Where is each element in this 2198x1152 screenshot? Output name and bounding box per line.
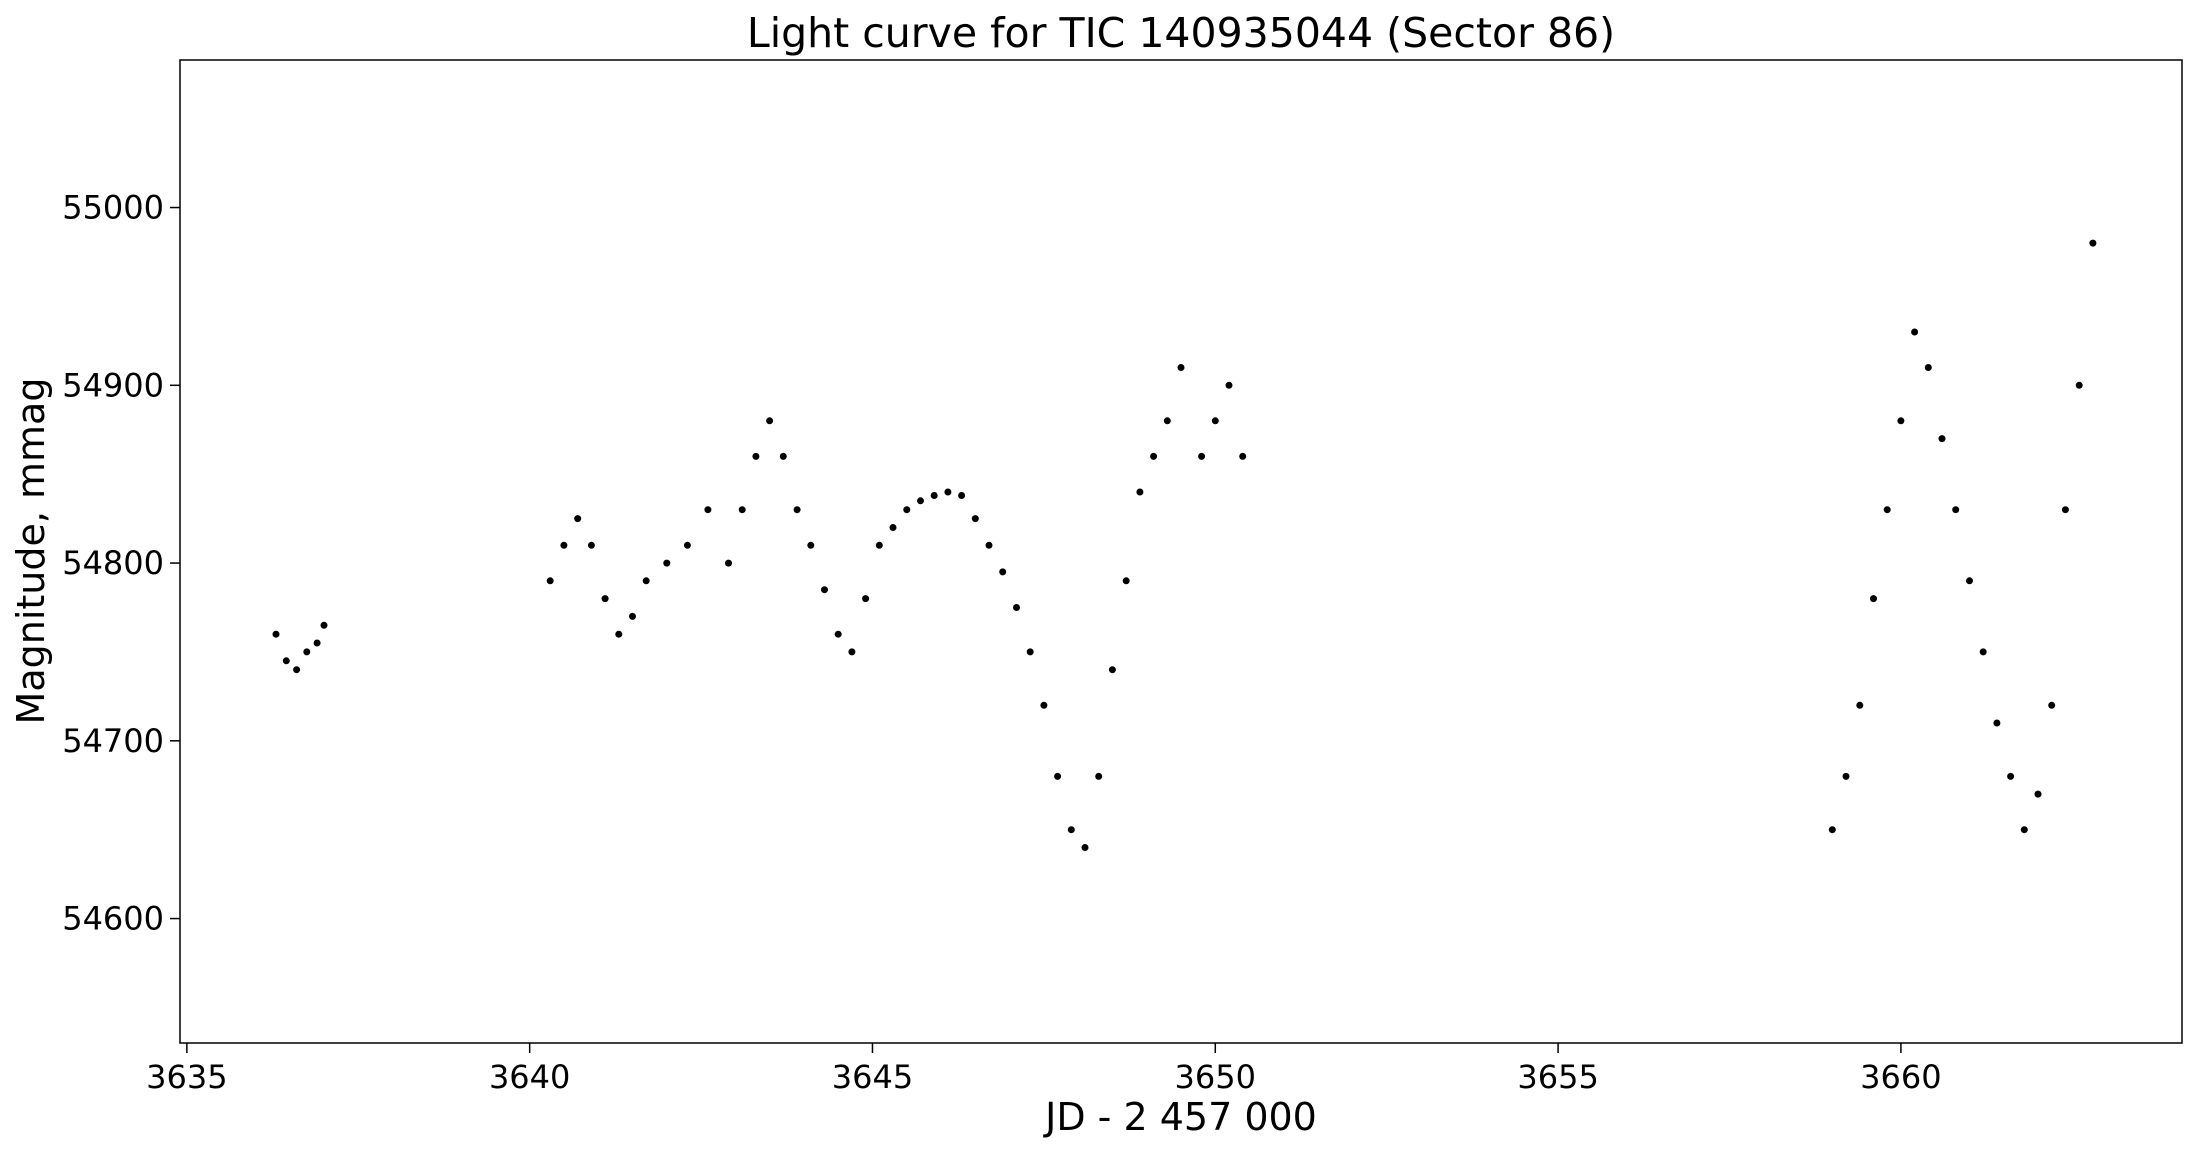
data-point: [1870, 595, 1877, 603]
data-point: [1828, 826, 1836, 834]
data-point: [1856, 701, 1864, 709]
data-point: [574, 515, 582, 523]
x-tick-label: 3635: [146, 1058, 227, 1096]
y-tick-label: 54800: [62, 544, 164, 582]
data-point: [889, 524, 897, 531]
data-point: [601, 595, 609, 603]
plot-area: [179, 59, 2183, 1044]
data-point: [999, 568, 1007, 576]
data-point: [1938, 435, 1946, 443]
data-point: [1067, 826, 1075, 834]
data-point: [629, 612, 636, 620]
data-point: [546, 577, 554, 585]
data-point: [1966, 577, 1973, 585]
data-point: [1911, 328, 1919, 336]
data-point: [971, 515, 979, 523]
data-point: [2075, 381, 2083, 389]
data-point: [1198, 452, 1206, 460]
data-point: [917, 497, 924, 505]
data-point: [704, 506, 712, 514]
data-point: [1225, 381, 1233, 389]
data-point: [1239, 452, 1247, 460]
data-point: [683, 541, 691, 549]
data-point: [1883, 506, 1891, 514]
data-point: [1081, 844, 1089, 851]
data-point: [1095, 772, 1103, 780]
data-point: [1842, 772, 1850, 780]
y-axis: 54600 54700 54800 54900 55000: [62, 189, 180, 938]
data-point: [282, 657, 290, 665]
data-point: [738, 506, 746, 514]
data-point: [1952, 506, 1960, 514]
data-point: [725, 559, 732, 567]
x-tick-label: 3655: [1517, 1058, 1598, 1096]
data-point: [793, 506, 801, 514]
data-point: [2089, 239, 2097, 247]
x-tick-label: 3660: [1860, 1058, 1941, 1096]
data-point: [779, 452, 787, 460]
x-tick-label: 3650: [1175, 1058, 1256, 1096]
data-point: [821, 586, 828, 594]
data-point: [293, 666, 301, 674]
y-tick-label: 54600: [62, 900, 164, 938]
data-point: [272, 630, 280, 638]
data-point: [1122, 577, 1130, 585]
data-point: [2048, 701, 2056, 709]
data-point: [587, 541, 595, 549]
data-point: [862, 595, 870, 603]
data-point: [2061, 506, 2069, 514]
data-point: [1108, 666, 1116, 674]
data-point: [1040, 701, 1048, 709]
data-point: [985, 541, 993, 549]
y-axis-title: Magnitude, mmag: [9, 378, 53, 725]
plot-frame: [179, 59, 2183, 1044]
data-point: [834, 630, 842, 638]
data-point: [766, 417, 774, 425]
data-point: [642, 577, 650, 585]
data-point: [944, 488, 952, 496]
data-point: [807, 541, 815, 549]
x-tick-label: 3640: [489, 1058, 570, 1096]
y-tick-label: 55000: [62, 189, 164, 227]
data-points: [272, 239, 2097, 851]
data-point: [615, 630, 623, 638]
data-point: [663, 559, 671, 567]
data-point: [1026, 648, 1034, 656]
data-point: [958, 492, 966, 499]
x-axis-title: JD - 2 457 000: [1043, 1095, 1317, 1139]
data-point: [1163, 417, 1171, 425]
chart-title: Light curve for TIC 140935044 (Sector 86…: [747, 9, 1615, 57]
data-point: [1136, 488, 1144, 496]
data-point: [303, 648, 311, 656]
data-point: [752, 452, 760, 460]
data-point: [1211, 417, 1219, 425]
data-point: [875, 541, 883, 549]
data-point: [1013, 604, 1020, 611]
data-point: [1924, 364, 1932, 371]
data-point: [1177, 364, 1185, 371]
data-point: [2020, 826, 2028, 834]
data-point: [2007, 772, 2015, 780]
data-point: [1054, 772, 1062, 780]
data-point: [903, 506, 911, 514]
y-tick-label: 54900: [62, 366, 164, 404]
data-point: [313, 639, 321, 647]
data-point: [1897, 417, 1905, 425]
x-tick-label: 3645: [832, 1058, 913, 1096]
data-point: [1993, 719, 2001, 727]
data-point: [1150, 452, 1158, 460]
data-point: [2034, 790, 2042, 798]
data-point: [1979, 648, 1987, 656]
y-tick-label: 54700: [62, 722, 164, 760]
data-point: [320, 621, 328, 629]
data-point: [560, 541, 568, 549]
x-axis: 3635 3640 3645 3650 3655 3660: [146, 1043, 1942, 1096]
data-point: [848, 648, 856, 656]
data-point: [930, 492, 938, 499]
